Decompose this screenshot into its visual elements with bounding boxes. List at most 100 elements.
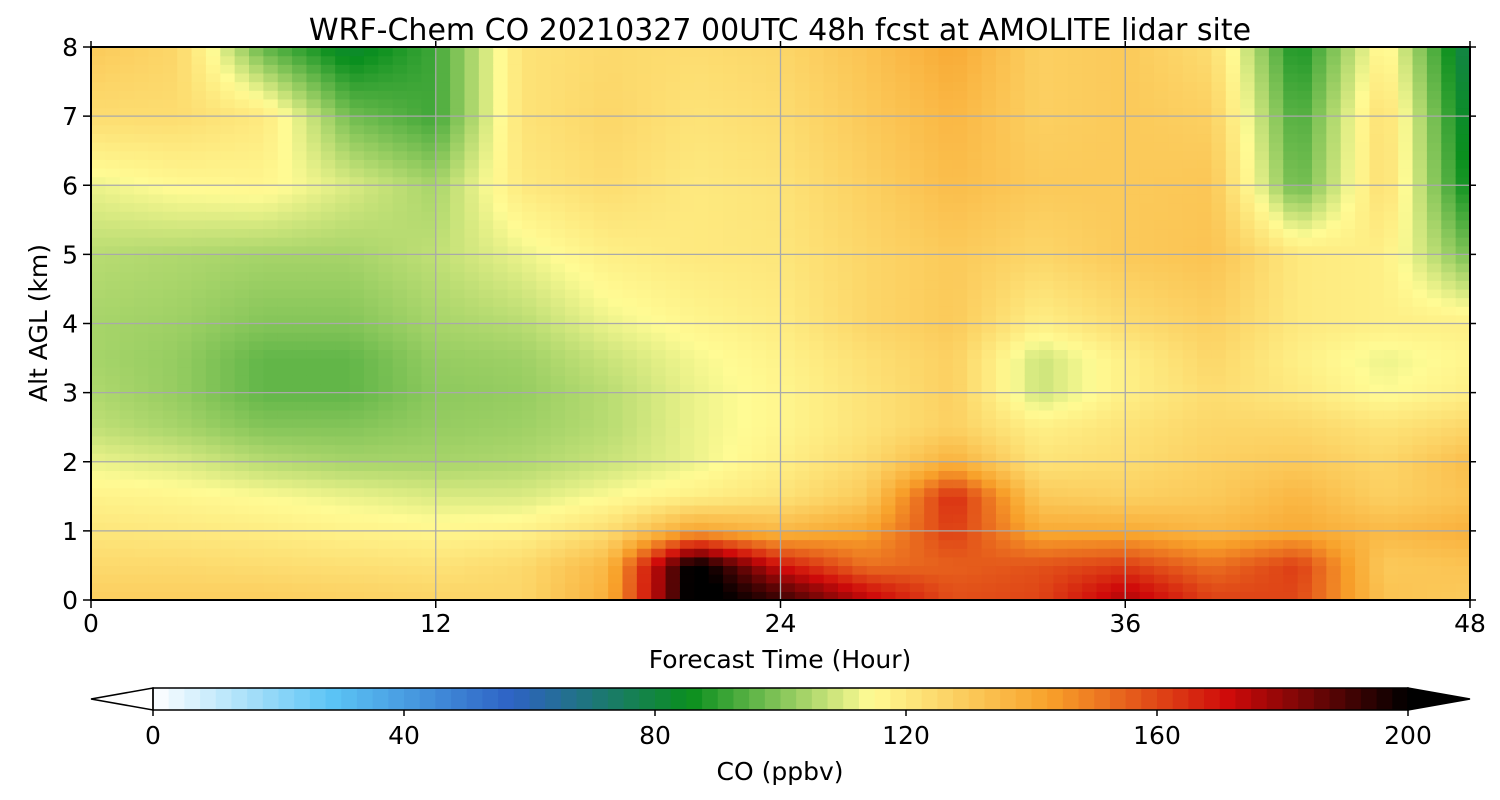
heatmap-cell <box>450 479 466 489</box>
heatmap-cell <box>1096 332 1112 342</box>
heatmap-cell <box>866 383 882 394</box>
heatmap-cell <box>320 323 336 333</box>
heatmap-cell <box>292 461 308 471</box>
heatmap-cell <box>191 176 207 186</box>
heatmap-cell <box>1110 453 1126 463</box>
heatmap-cell <box>938 280 954 290</box>
heatmap-cell <box>780 383 796 394</box>
heatmap-cell <box>723 522 738 532</box>
heatmap-cell <box>507 453 523 463</box>
heatmap-cell <box>119 280 135 290</box>
heatmap-cell <box>636 487 652 497</box>
heatmap-cell <box>995 150 1011 160</box>
heatmap-cell <box>852 150 868 160</box>
heatmap-cell <box>550 392 566 402</box>
heatmap-cell <box>881 98 897 109</box>
heatmap-cell <box>593 323 609 333</box>
heatmap-cell <box>909 159 925 169</box>
heatmap-cell <box>363 383 379 394</box>
heatmap-cell <box>1067 574 1083 584</box>
heatmap-cell <box>1096 306 1112 316</box>
heatmap-cell <box>665 409 681 420</box>
heatmap-cell <box>249 280 264 290</box>
heatmap-cell <box>234 582 250 592</box>
heatmap-cell <box>565 90 580 100</box>
heatmap-cell <box>335 55 351 65</box>
heatmap-cell <box>1110 435 1126 446</box>
heatmap-cell <box>119 340 135 351</box>
heatmap-cell <box>493 461 509 471</box>
heatmap-cell <box>191 47 207 57</box>
heatmap-cell <box>1010 383 1026 394</box>
heatmap-cell <box>1168 263 1184 273</box>
heatmap-cell <box>119 297 135 307</box>
heatmap-cell <box>1024 81 1040 91</box>
heatmap-cell <box>349 159 365 169</box>
heatmap-cell <box>536 504 552 515</box>
heatmap-cell <box>306 219 322 230</box>
heatmap-cell <box>134 47 150 57</box>
heatmap-cell <box>981 245 997 255</box>
heatmap-cell <box>249 193 264 204</box>
heatmap-cell <box>995 522 1011 532</box>
heatmap-cell <box>320 193 336 204</box>
heatmap-cell <box>952 254 968 264</box>
heatmap-cell <box>679 548 695 558</box>
heatmap-cell <box>550 228 566 238</box>
heatmap-cell <box>694 228 710 238</box>
heatmap-cell <box>91 358 106 368</box>
heatmap-cell <box>91 418 106 428</box>
heatmap-cell <box>1053 556 1069 567</box>
heatmap-cell <box>708 392 724 402</box>
heatmap-cell <box>852 228 868 238</box>
heatmap-cell <box>679 556 695 567</box>
heatmap-cell <box>521 245 537 255</box>
heatmap-cell <box>694 392 710 402</box>
heatmap-cell <box>1125 306 1141 316</box>
heatmap-cell <box>162 263 178 273</box>
heatmap-cell <box>1096 90 1112 100</box>
heatmap-cell <box>866 340 882 351</box>
heatmap-cell <box>995 159 1011 169</box>
heatmap-cell <box>780 565 796 575</box>
heatmap-cell <box>665 574 681 584</box>
heatmap-cell <box>134 427 150 437</box>
heatmap-cell <box>852 358 868 368</box>
heatmap-cell <box>162 271 178 281</box>
heatmap-cell <box>91 90 106 100</box>
heatmap-cell <box>1153 591 1169 600</box>
heatmap-cell <box>450 202 466 212</box>
heatmap-cell <box>464 245 480 255</box>
heatmap-cell <box>751 574 767 584</box>
heatmap-cell <box>263 107 279 117</box>
heatmap-cell <box>1125 72 1141 83</box>
heatmap-cell <box>1096 522 1112 532</box>
heatmap-cell <box>134 314 150 325</box>
heatmap-cell <box>335 392 351 402</box>
heatmap-cell <box>952 159 968 169</box>
heatmap-cell <box>392 271 408 281</box>
heatmap-cell <box>407 150 422 160</box>
heatmap-cell <box>1153 81 1169 91</box>
heatmap-cell <box>249 574 264 584</box>
heatmap-cell <box>349 107 365 117</box>
heatmap-cell <box>249 556 264 567</box>
heatmap-cell <box>493 401 509 411</box>
heatmap-cell <box>191 297 207 307</box>
heatmap-cell <box>1053 211 1069 221</box>
heatmap-cell <box>249 159 264 169</box>
heatmap-cell <box>1039 211 1055 221</box>
heatmap-cell <box>694 591 710 600</box>
heatmap-cell <box>565 591 580 600</box>
heatmap-cell <box>148 288 164 299</box>
heatmap-cell <box>105 409 121 420</box>
heatmap-cell <box>306 392 322 402</box>
heatmap-cell <box>349 98 365 109</box>
heatmap-cell <box>694 72 710 83</box>
heatmap-cell <box>766 98 782 109</box>
heatmap-cell <box>751 288 767 299</box>
heatmap-cell <box>881 522 897 532</box>
heatmap-cell <box>579 271 595 281</box>
heatmap-cell <box>938 418 954 428</box>
heatmap-cell <box>1153 263 1169 273</box>
